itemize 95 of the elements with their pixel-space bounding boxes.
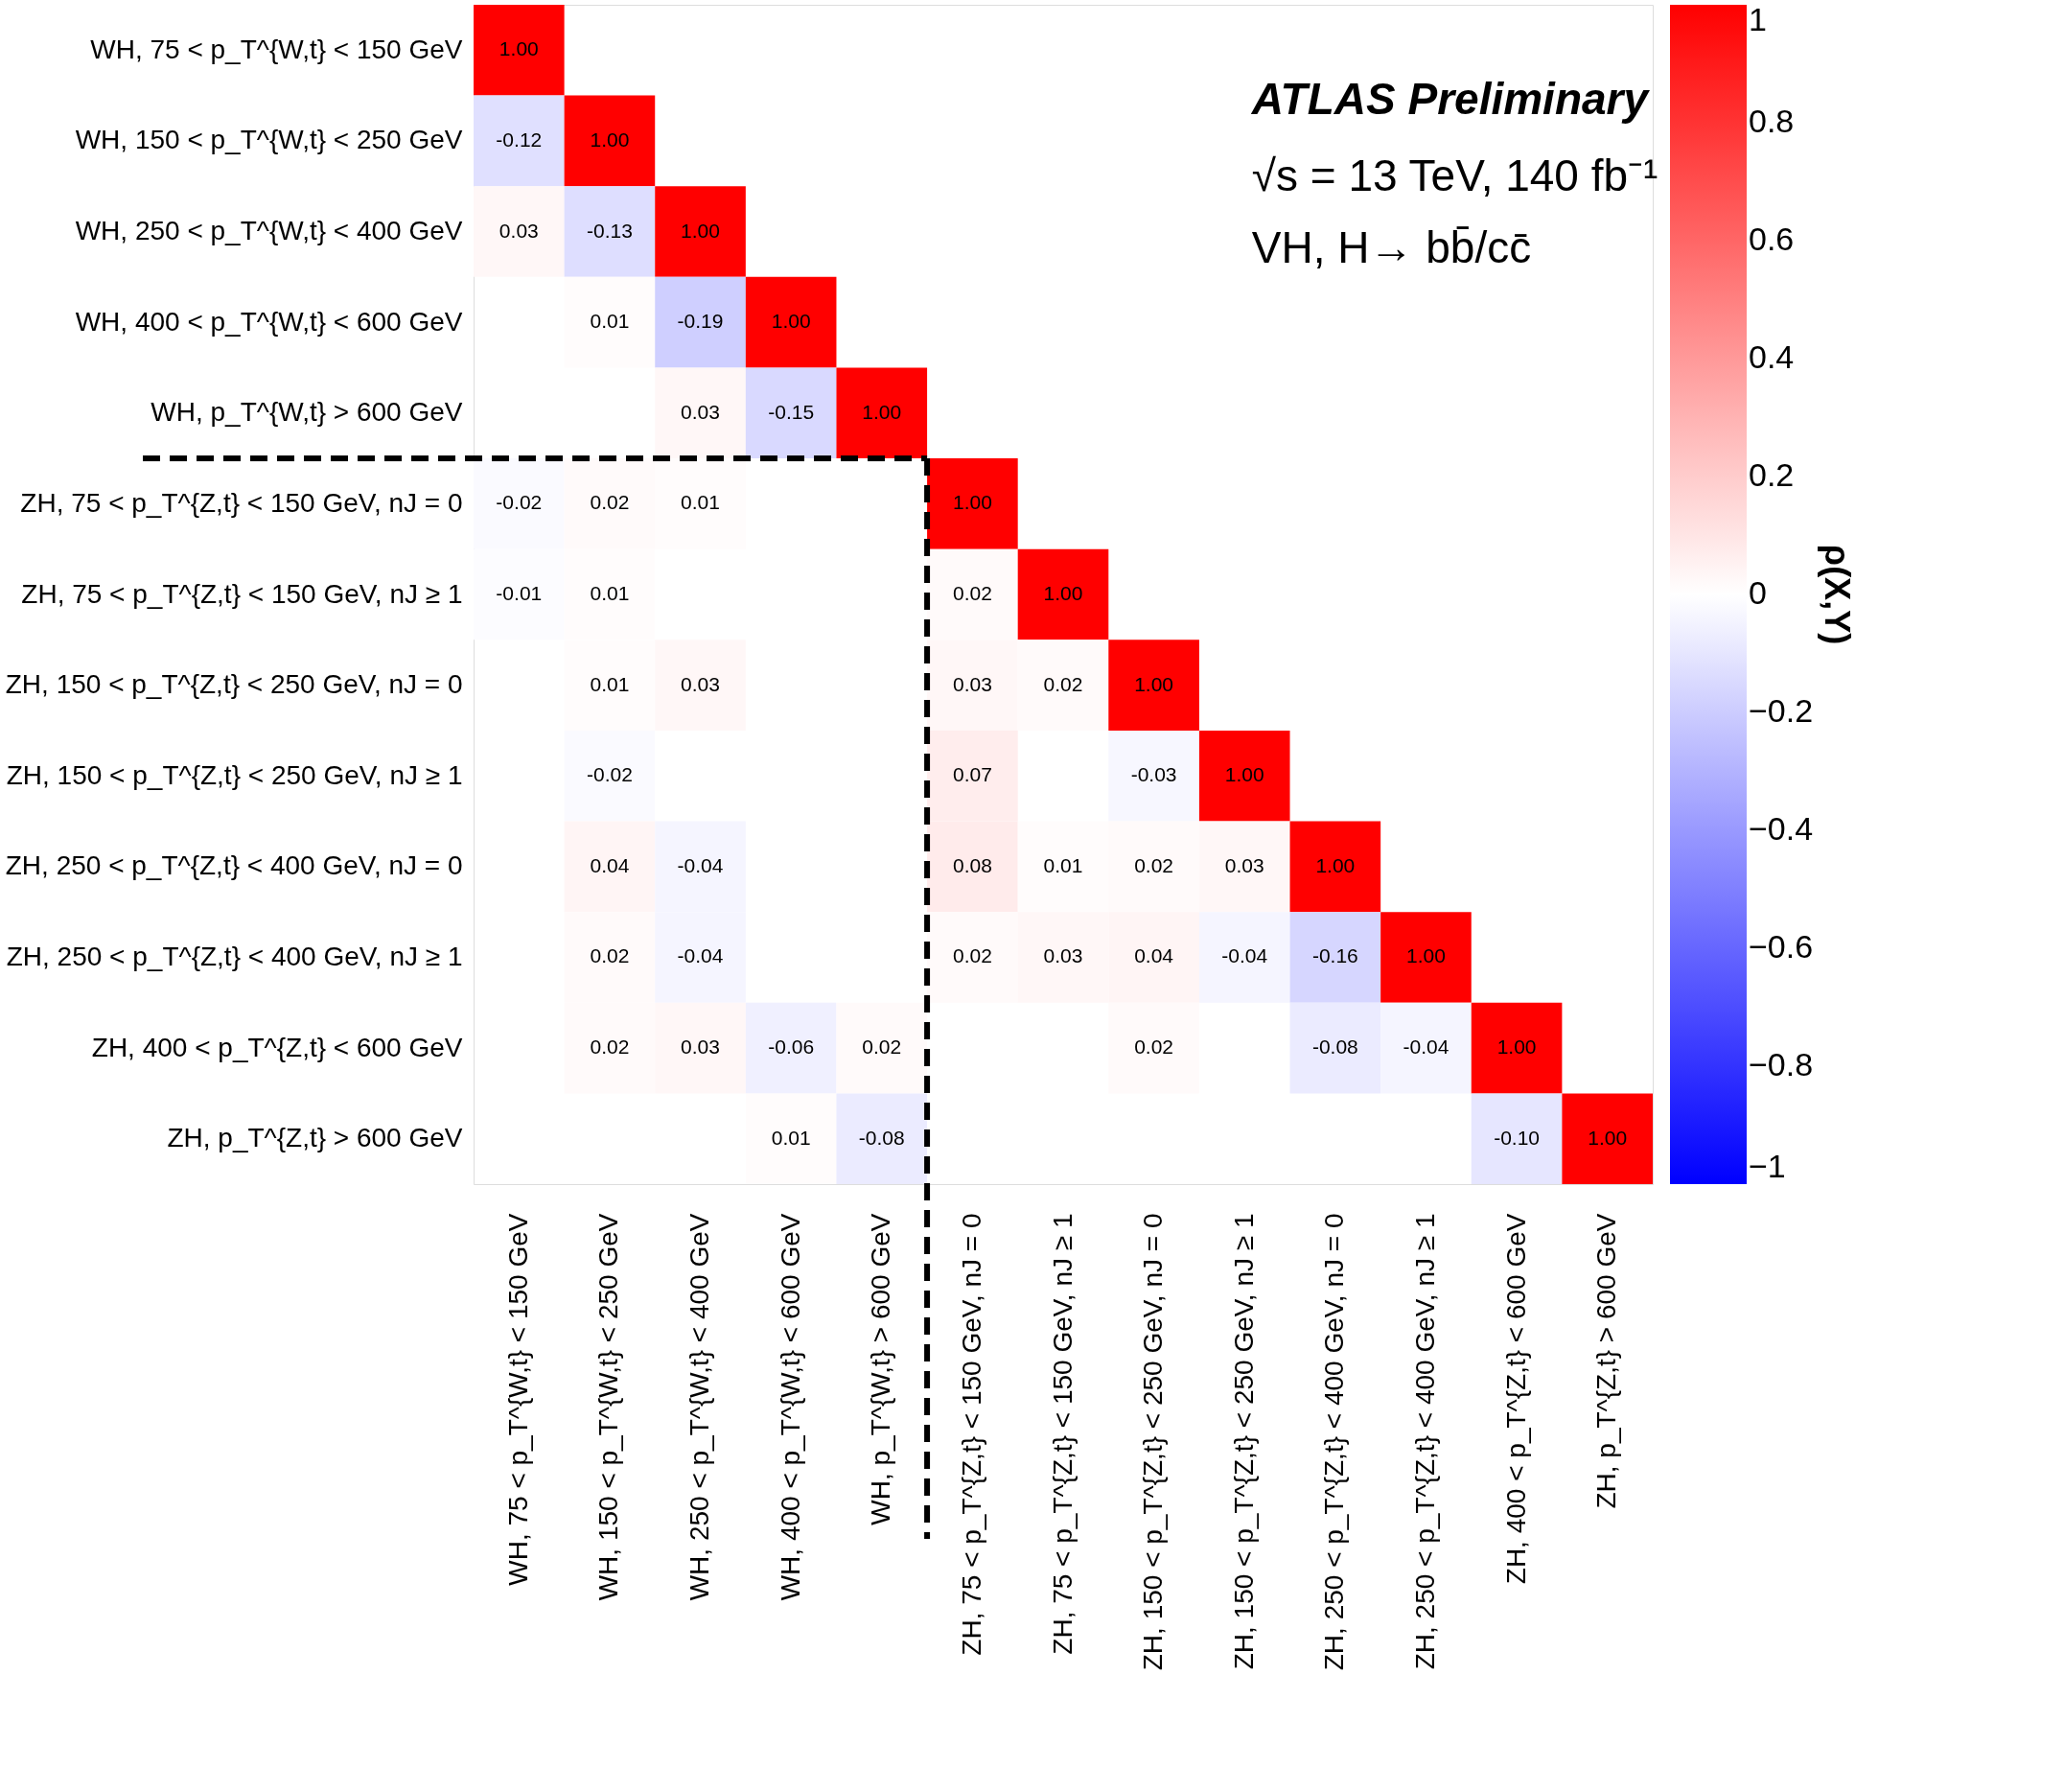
y-tick-label: ZH, p_T^{Z,t} > 600 GeV bbox=[167, 1123, 463, 1153]
data-label: 1.00 bbox=[499, 37, 539, 60]
data-label: 0.03 bbox=[499, 219, 539, 242]
data-label: 0.03 bbox=[681, 400, 720, 423]
y-tick-label: ZH, 150 < p_T^{Z,t} < 250 GeV, nJ = 0 bbox=[5, 669, 463, 700]
x-tick-label: ZH, 75 < p_T^{Z,t} < 150 GeV, nJ ≥ 1 bbox=[1047, 1213, 1078, 1655]
data-label: 1.00 bbox=[1588, 1126, 1628, 1149]
data-label: -0.08 bbox=[858, 1126, 905, 1149]
data-label: 0.02 bbox=[590, 491, 630, 514]
data-label: 1.00 bbox=[681, 219, 720, 242]
data-label: -0.16 bbox=[1311, 944, 1358, 967]
data-label: -0.01 bbox=[496, 582, 543, 604]
data-label: 0.07 bbox=[952, 763, 992, 786]
color-bar-label: 0.6 bbox=[1749, 221, 1795, 257]
y-tick-label: WH, 250 < p_T^{W,t} < 400 GeV bbox=[75, 216, 463, 246]
data-label: -0.02 bbox=[586, 763, 633, 786]
color-bar-title: ρ(X,Y) bbox=[1818, 544, 1857, 645]
x-tick-label: ZH, 400 < p_T^{Z,t} < 600 GeV bbox=[1500, 1213, 1531, 1585]
data-label: 0.01 bbox=[590, 310, 630, 333]
y-tick-label: ZH, 250 < p_T^{Z,t} < 400 GeV, nJ ≥ 1 bbox=[6, 941, 463, 971]
data-label: 0.03 bbox=[681, 1036, 720, 1059]
x-tick-label: ZH, 250 < p_T^{Z,t} < 400 GeV, nJ = 0 bbox=[1319, 1213, 1350, 1671]
y-tick-label: ZH, 150 < p_T^{Z,t} < 250 GeV, nJ ≥ 1 bbox=[6, 759, 463, 790]
data-label: -0.04 bbox=[677, 944, 724, 967]
data-label: 1.00 bbox=[1496, 1036, 1537, 1059]
data-label: 0.03 bbox=[1043, 944, 1083, 967]
y-tick-label: ZH, 75 < p_T^{Z,t} < 150 GeV, nJ = 0 bbox=[20, 487, 463, 518]
annotation: ATLAS Preliminary bbox=[1250, 74, 1651, 124]
x-tick-label: WH, 400 < p_T^{W,t} < 600 GeV bbox=[775, 1213, 805, 1601]
data-label: 0.04 bbox=[590, 853, 630, 876]
y-tick-label: ZH, 400 < p_T^{Z,t} < 600 GeV bbox=[91, 1032, 463, 1062]
data-label: 1.00 bbox=[1134, 672, 1174, 695]
data-label: 1.00 bbox=[771, 310, 811, 333]
color-bar-label: −0.2 bbox=[1749, 692, 1814, 729]
color-bar-label: −0.4 bbox=[1749, 810, 1814, 847]
y-tick-label: WH, p_T^{W,t} > 600 GeV bbox=[151, 397, 463, 428]
data-label: 1.00 bbox=[1224, 763, 1264, 786]
color-bar-label: −1 bbox=[1749, 1148, 1786, 1184]
data-label: -0.02 bbox=[496, 491, 543, 514]
y-tick-label: ZH, 250 < p_T^{Z,t} < 400 GeV, nJ = 0 bbox=[5, 850, 463, 881]
data-label: 0.01 bbox=[1043, 853, 1083, 876]
data-label: 1.00 bbox=[1043, 582, 1083, 604]
annotation: √s = 13 TeV, 140 fb⁻¹ bbox=[1251, 151, 1658, 200]
data-label: 1.00 bbox=[590, 128, 630, 151]
data-label: 1.00 bbox=[952, 491, 992, 514]
data-label: -0.08 bbox=[1311, 1036, 1358, 1059]
data-label: 0.02 bbox=[590, 944, 630, 967]
data-label: 0.01 bbox=[681, 491, 720, 514]
color-bar-label: 0.8 bbox=[1749, 103, 1795, 139]
data-label: 0.08 bbox=[952, 853, 992, 876]
x-tick-label: WH, 250 < p_T^{W,t} < 400 GeV bbox=[684, 1213, 715, 1601]
data-label: 0.02 bbox=[1043, 672, 1083, 695]
data-label: 0.03 bbox=[952, 672, 992, 695]
data-label: -0.19 bbox=[677, 310, 724, 333]
data-label: 0.02 bbox=[1134, 1036, 1174, 1059]
y-tick-label: WH, 400 < p_T^{W,t} < 600 GeV bbox=[75, 306, 463, 337]
data-label: 0.02 bbox=[590, 1036, 630, 1059]
data-label: 0.02 bbox=[952, 944, 992, 967]
y-tick-label: WH, 75 < p_T^{W,t} < 150 GeV bbox=[90, 34, 463, 64]
color-bar-label: 0 bbox=[1749, 574, 1767, 611]
data-label: 0.01 bbox=[590, 672, 630, 695]
color-bar-label: 0.4 bbox=[1749, 338, 1795, 375]
x-tick-label: ZH, 75 < p_T^{Z,t} < 150 GeV, nJ = 0 bbox=[956, 1213, 986, 1656]
data-label: -0.03 bbox=[1130, 763, 1177, 786]
data-label: -0.04 bbox=[1403, 1036, 1449, 1059]
data-label: 1.00 bbox=[1406, 944, 1446, 967]
data-label: 0.02 bbox=[952, 582, 992, 604]
data-label: -0.15 bbox=[768, 400, 815, 423]
color-bar-label: 0.2 bbox=[1749, 456, 1795, 493]
x-tick-label: ZH, p_T^{Z,t} > 600 GeV bbox=[1591, 1213, 1622, 1509]
data-label: -0.12 bbox=[496, 128, 543, 151]
data-label: -0.10 bbox=[1494, 1126, 1541, 1149]
data-label: -0.06 bbox=[768, 1036, 815, 1059]
data-label: 0.03 bbox=[1224, 853, 1264, 876]
data-label: 0.02 bbox=[1134, 853, 1174, 876]
data-label: 0.03 bbox=[681, 672, 720, 695]
x-tick-label: WH, p_T^{W,t} > 600 GeV bbox=[866, 1213, 896, 1525]
color-bar-label: 1 bbox=[1749, 1, 1767, 37]
data-label: 0.04 bbox=[1134, 944, 1174, 967]
data-label: -0.13 bbox=[586, 219, 633, 242]
data-label: 0.01 bbox=[590, 582, 630, 604]
y-tick-label: ZH, 75 < p_T^{Z,t} < 150 GeV, nJ ≥ 1 bbox=[21, 578, 463, 609]
y-tick-label: WH, 150 < p_T^{W,t} < 250 GeV bbox=[75, 125, 463, 155]
data-label: -0.04 bbox=[1221, 944, 1268, 967]
data-label: -0.04 bbox=[677, 853, 724, 876]
data-label: 1.00 bbox=[1315, 853, 1356, 876]
annotation: VH, H→ bb̄/cc̄ bbox=[1251, 222, 1532, 272]
data-label: 1.00 bbox=[862, 400, 902, 423]
x-tick-label: ZH, 150 < p_T^{Z,t} < 250 GeV, nJ ≥ 1 bbox=[1228, 1213, 1259, 1670]
color-bar-label: −0.8 bbox=[1749, 1046, 1814, 1082]
data-label: 0.02 bbox=[862, 1036, 902, 1059]
data-label: 0.01 bbox=[771, 1126, 811, 1149]
x-tick-label: ZH, 150 < p_T^{Z,t} < 250 GeV, nJ = 0 bbox=[1138, 1213, 1169, 1671]
color-bar-label: −0.6 bbox=[1749, 928, 1814, 965]
x-tick-label: ZH, 250 < p_T^{Z,t} < 400 GeV, nJ ≥ 1 bbox=[1409, 1213, 1440, 1670]
